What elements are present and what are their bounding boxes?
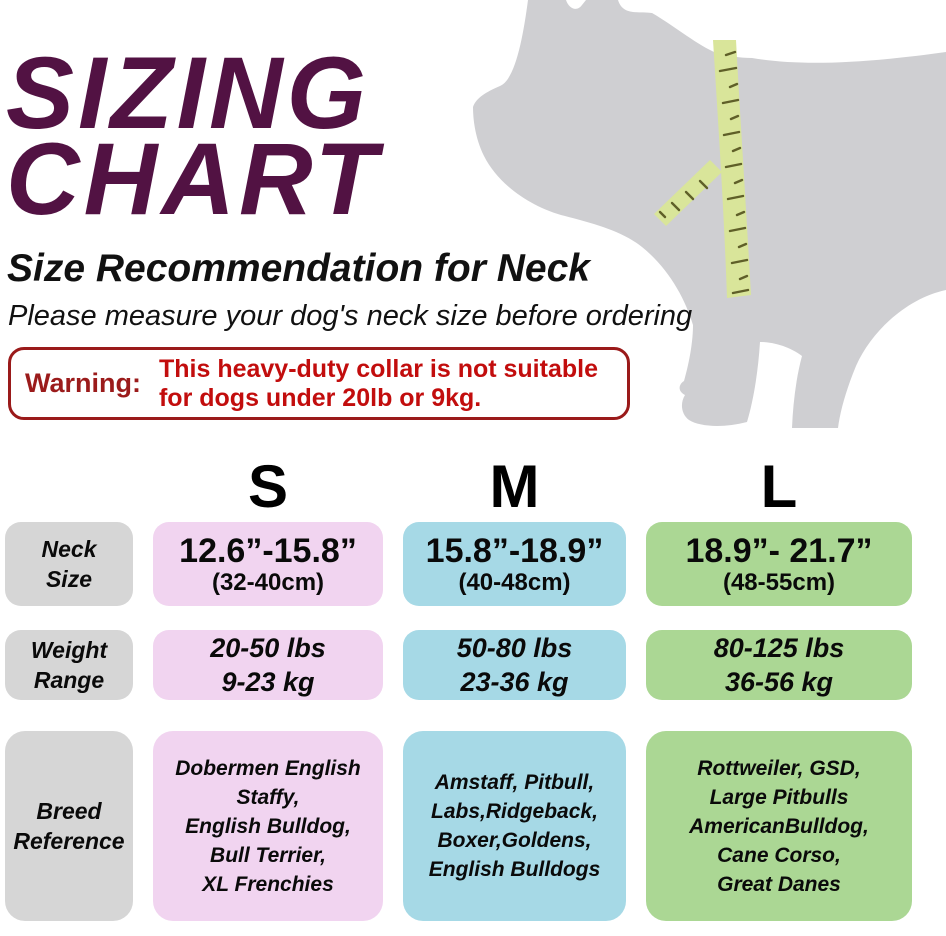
warning-message: This heavy-duty collar is not suitable f…: [158, 355, 598, 412]
neck-size-inches-l: 18.9”- 21.7”: [685, 531, 873, 570]
size-header-row: S M L: [5, 452, 912, 520]
neck-size-cell-m: 15.8”-18.9” (40-48cm): [403, 522, 626, 606]
sizing-table: S M L Neck Size 12.6”-15.8” (32-40cm) 15…: [5, 452, 912, 921]
weight-cell-m: 50-80 lbs 23-36 kg: [403, 630, 626, 700]
weight-cell-l: 80-125 lbs 36-56 kg: [646, 630, 912, 700]
weight-range-row: Weight Range 20-50 lbs 9-23 kg 50-80 lbs…: [5, 630, 912, 700]
page-title: SIZING CHART: [6, 36, 382, 236]
dog-body-silhouette: [473, 0, 946, 428]
neck-size-inches-m: 15.8”-18.9”: [425, 531, 604, 570]
column-header-l: L: [760, 453, 798, 520]
neck-size-cm-l: (48-55cm): [722, 568, 836, 596]
tape-tick-marks: [658, 50, 750, 295]
neck-size-row: Neck Size 12.6”-15.8” (32-40cm) 15.8”-18…: [5, 522, 912, 606]
row-label-weight-range: Weight Range: [5, 630, 133, 700]
breed-cell-l: Rottweiler, GSD, Large Pitbulls American…: [646, 731, 912, 921]
weight-cell-s: 20-50 lbs 9-23 kg: [153, 630, 383, 700]
neck-size-inches-s: 12.6”-15.8”: [179, 531, 357, 570]
warning-label: Warning:: [25, 368, 141, 398]
neck-size-cm-s: (32-40cm): [211, 568, 325, 596]
breed-reference-row: Breed Reference Dobermen English Staffy,…: [5, 731, 912, 921]
breed-cell-m: Amstaff, Pitbull, Labs,Ridgeback, Boxer,…: [403, 731, 626, 921]
title-line-2: CHART: [6, 122, 382, 236]
column-header-m: M: [489, 453, 540, 520]
breed-cell-s: Dobermen English Staffy, English Bulldog…: [153, 731, 383, 921]
warning-box: Warning: This heavy-duty collar is not s…: [8, 347, 630, 420]
row-label-breed-reference: Breed Reference: [5, 731, 133, 921]
dog-silhouette-illustration: [473, 0, 946, 428]
subtitle: Size Recommendation for Neck: [7, 247, 590, 290]
column-header-s: S: [247, 453, 289, 520]
neck-size-cell-s: 12.6”-15.8” (32-40cm): [153, 522, 383, 606]
measuring-tape-strap: [713, 40, 751, 298]
title-line-1: SIZING: [6, 36, 371, 150]
neck-size-cm-m: (40-48cm): [458, 568, 571, 596]
row-label-neck-size: Neck Size: [5, 522, 133, 606]
measure-instruction: Please measure your dog's neck size befo…: [8, 300, 693, 332]
neck-size-cell-l: 18.9”- 21.7” (48-55cm): [646, 522, 912, 606]
